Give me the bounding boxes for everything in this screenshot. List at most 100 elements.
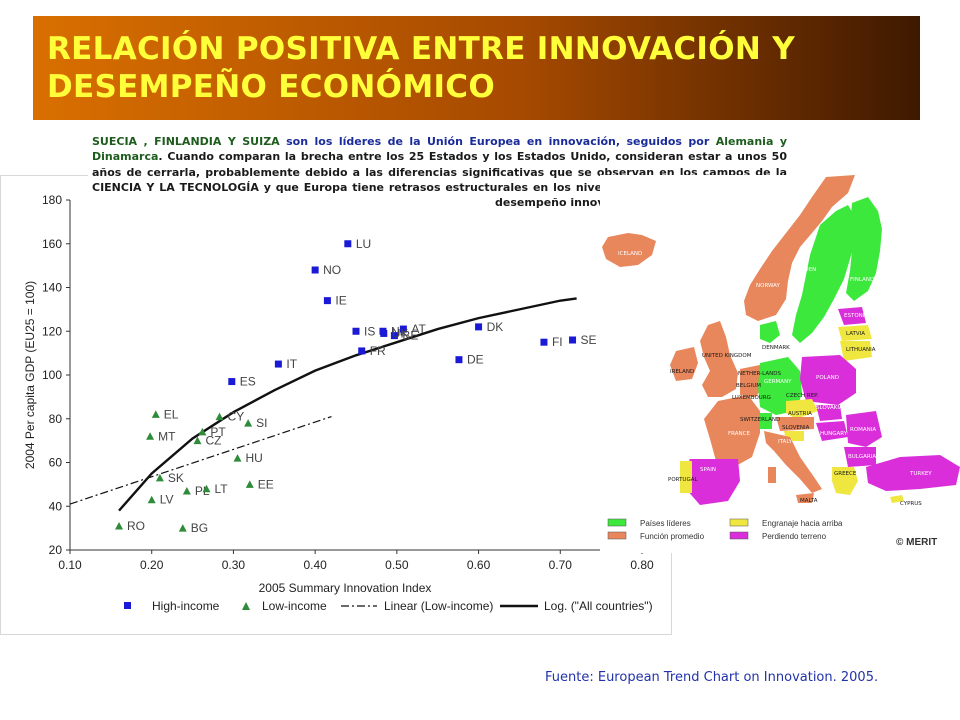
source-note: Fuente: European Trend Chart on Innovati… [545,670,879,685]
label-cyprus: CYPRUS [900,501,922,507]
point-label: EL [164,407,179,421]
intro-leaders: SUECIA , FINLANDIA Y SUIZA [92,135,280,148]
region-slovakia [816,405,842,421]
label-estonia: ESTONIA [844,313,868,319]
y-tick-label: 80 [49,412,63,426]
title-banner: RELACIÓN POSITIVA ENTRE INNOVACIÓN Y DES… [33,16,920,120]
legend-label-average: Función promedio [640,532,705,541]
region-sardinia [768,467,776,483]
low-income-point [151,410,160,418]
point-label: PT [210,425,226,439]
label-netherlands: NETHER-LANDS [738,371,781,377]
label-romania: ROMANIA [850,427,876,433]
high-income-point [274,360,282,368]
label-luxembourg: LUXEMBOURG [732,395,771,401]
label-sweden: SWEDEN [792,267,816,273]
point-label: EE [258,477,274,491]
label-greece: GREECE [834,471,857,477]
low-income-point [178,524,187,532]
label-slovakia: SLOVAKIA [816,405,843,411]
region-bulgaria [844,447,876,467]
low-income-point [233,454,242,462]
point-label: IT [286,357,297,371]
map-legend: Países líderes Engranaje hacia arriba Fu… [607,518,843,541]
point-label: RO [127,519,145,533]
high-income-point [344,240,352,248]
x-tick-label: 0.10 [58,558,82,572]
title-line-2: DESEMPEÑO ECONÓMICO [47,69,496,105]
label-uk: UNITED KINGDOM [702,353,752,359]
region-poland [800,355,856,405]
label-austria: AUSTRIA [788,411,812,417]
label-ireland: IRELAND [670,369,694,375]
legend-swatch-losing [729,531,749,540]
point-label: AT [411,322,426,336]
point-label: SI [256,416,267,430]
point-label: SE [581,333,597,347]
region-benelux [740,365,764,397]
y-axis-title: 2004 Per capita GDP (EU25 = 100) [23,281,37,469]
point-label: MT [158,429,176,443]
high-income-point [540,338,548,346]
region-denmark [760,321,780,343]
point-label: UK [392,326,409,340]
y-tick-label: 180 [42,193,62,207]
low-income-point [202,484,211,493]
region-cyprus [890,495,904,503]
point-label: FI [552,335,563,349]
x-tick-label: 0.70 [549,558,573,572]
region-czech [786,399,818,419]
x-tick-label: 0.40 [303,558,327,572]
region-turkey [866,455,960,491]
point-label: SK [168,471,184,485]
region-malta [799,496,805,502]
legend-swatch-average [607,531,627,540]
scatter-chart-svg: 0.10 0.20 0.30 0.40 0.50 0.60 0.70 0.80 20 40 60 80… [0,175,672,635]
label-lithuania: LITHUANIA [846,347,876,353]
high-income-point [455,356,463,364]
region-italy [764,431,822,493]
y-tick-label: 100 [42,368,62,382]
label-slovenia: SLOVENIA [782,425,810,431]
high-income-point [358,347,366,355]
region-spain [684,459,740,505]
label-bulgaria: BULGARIA [848,454,876,460]
legend-low-income-marker [242,602,250,610]
label-iceland: ICELAND [618,251,642,257]
title-line-1: RELACIÓN POSITIVA ENTRE INNOVACIÓN Y [47,31,796,67]
point-label: DK [487,320,504,334]
region-romania [846,411,882,447]
legend-low-income-label: Low-income [262,599,327,613]
point-label: FR [370,344,386,358]
label-norway: NORWAY [756,283,781,289]
europe-map: ICELAND NORWAY SWEDEN FINLAND GERMANY PO… [600,175,960,553]
high-income-point [323,297,331,305]
point-label: DE [467,353,484,367]
legend-high-income-label: High-income [152,599,220,613]
label-italy: ITALY [778,439,793,445]
x-axis-title: 2005 Summary Innovation Index [259,581,432,595]
legend-log-label: Log. ("All countries") [544,599,653,613]
region-france [704,395,760,467]
low-income-point [182,486,191,495]
region-hungary [816,421,848,441]
low-income-point [155,473,164,482]
region-iceland [602,233,656,267]
low-income-point [147,495,156,504]
label-czech: CZECH REP. [786,393,819,399]
region-austria [776,417,814,431]
log-fit-line [118,297,577,512]
region-latvia [838,325,872,341]
point-label: ES [240,375,256,389]
high-income-point [352,327,360,335]
label-germany: GERMANY [764,379,792,385]
legend-high-income-marker [124,602,131,609]
high-income-point [475,323,483,331]
linear-fit-line [69,415,332,505]
y-tick-label: 120 [42,324,62,338]
point-label: LT [214,482,228,496]
point-label: CZ [205,434,221,448]
y-tick-label: 20 [49,543,63,557]
point-label: CY [228,410,245,424]
low-income-point [244,419,253,427]
